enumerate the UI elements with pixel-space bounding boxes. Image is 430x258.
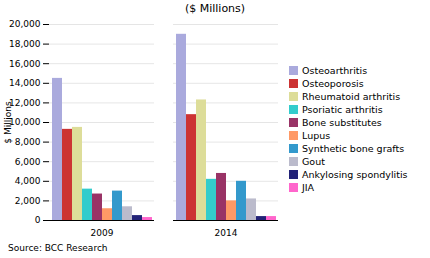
svg-text:12,000: 12,000 [9, 98, 41, 108]
html-text:Rheumatoid arthritis: Rheumatoid arthritis [302, 91, 401, 102]
svg-text:2014: 2014 [215, 228, 238, 238]
svg-text:8,000: 8,000 [15, 137, 41, 147]
svg-text:18,000: 18,000 [9, 39, 41, 49]
html-text:Osteoporosis: Osteoporosis [302, 78, 364, 89]
svg-text:2009: 2009 [91, 228, 114, 238]
svg-text:6,000: 6,000 [15, 157, 41, 167]
html-text:JIA: JIA [302, 182, 315, 193]
svg-text:4,000: 4,000 [15, 176, 41, 186]
html-text:Bone substitutes: Bone substitutes [302, 117, 382, 128]
html-text:Gout: Gout [302, 156, 325, 167]
html-text:Synthetic bone grafts: Synthetic bone grafts [302, 143, 405, 154]
svg-text:0: 0 [35, 215, 41, 225]
html-text:Psoriatic arthritis: Psoriatic arthritis [302, 104, 383, 115]
svg-text:20,000: 20,000 [9, 19, 41, 29]
svg-text:16,000: 16,000 [9, 59, 41, 69]
svg-text:2,000: 2,000 [15, 196, 41, 206]
html-text:Osteoarthritis: Osteoarthritis [302, 65, 368, 76]
html-text:($ Millions): ($ Millions) [184, 2, 246, 15]
html-text:Source: BCC Research: Source: BCC Research [8, 243, 108, 253]
html-text:Lupus: Lupus [302, 130, 331, 141]
svg-text:14,000: 14,000 [9, 78, 41, 88]
svg-text:$ Millions: $ Millions [3, 101, 13, 144]
html-text:Ankylosing spondylitis: Ankylosing spondylitis [302, 169, 408, 180]
svg-text:10,000: 10,000 [9, 117, 41, 127]
